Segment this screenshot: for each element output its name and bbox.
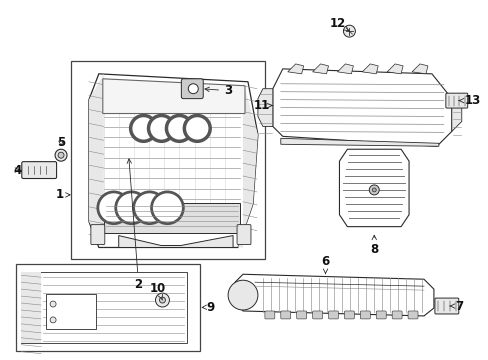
Polygon shape bbox=[272, 69, 451, 146]
FancyBboxPatch shape bbox=[22, 162, 57, 179]
Polygon shape bbox=[362, 64, 377, 74]
Bar bbox=[71, 61, 264, 260]
Circle shape bbox=[166, 116, 192, 141]
FancyBboxPatch shape bbox=[280, 311, 290, 319]
Circle shape bbox=[55, 149, 67, 161]
Circle shape bbox=[98, 192, 129, 224]
Text: 1: 1 bbox=[56, 188, 64, 201]
Polygon shape bbox=[287, 64, 303, 74]
Polygon shape bbox=[89, 74, 257, 247]
FancyBboxPatch shape bbox=[445, 93, 467, 108]
Polygon shape bbox=[411, 64, 427, 74]
FancyBboxPatch shape bbox=[407, 311, 417, 319]
FancyBboxPatch shape bbox=[181, 79, 203, 99]
FancyBboxPatch shape bbox=[391, 311, 401, 319]
Circle shape bbox=[130, 116, 156, 141]
FancyBboxPatch shape bbox=[328, 311, 338, 319]
Circle shape bbox=[148, 116, 174, 141]
Text: 12: 12 bbox=[329, 17, 348, 31]
FancyBboxPatch shape bbox=[296, 311, 306, 319]
FancyBboxPatch shape bbox=[375, 311, 386, 319]
Text: 11: 11 bbox=[253, 99, 272, 112]
Polygon shape bbox=[386, 64, 402, 74]
Text: 13: 13 bbox=[458, 94, 480, 107]
Text: 3: 3 bbox=[204, 84, 232, 97]
Text: 10: 10 bbox=[149, 282, 165, 300]
Circle shape bbox=[50, 317, 56, 323]
Polygon shape bbox=[451, 99, 461, 131]
FancyBboxPatch shape bbox=[237, 225, 250, 244]
Text: 6: 6 bbox=[321, 255, 329, 274]
Bar bbox=[16, 264, 200, 351]
FancyBboxPatch shape bbox=[434, 298, 458, 314]
Polygon shape bbox=[119, 235, 233, 247]
Circle shape bbox=[227, 280, 257, 310]
FancyBboxPatch shape bbox=[264, 311, 274, 319]
Polygon shape bbox=[102, 79, 244, 113]
Polygon shape bbox=[337, 64, 353, 74]
Circle shape bbox=[155, 293, 169, 307]
Circle shape bbox=[184, 116, 210, 141]
FancyBboxPatch shape bbox=[312, 311, 322, 319]
FancyBboxPatch shape bbox=[360, 311, 369, 319]
Text: 9: 9 bbox=[202, 301, 214, 314]
Bar bbox=[21, 272, 187, 343]
Polygon shape bbox=[257, 89, 272, 126]
Circle shape bbox=[116, 192, 147, 224]
Bar bbox=[46, 294, 96, 329]
Circle shape bbox=[188, 84, 198, 94]
Bar bbox=[103, 203, 240, 233]
Text: 4: 4 bbox=[13, 163, 21, 176]
Polygon shape bbox=[312, 64, 328, 74]
Text: 7: 7 bbox=[449, 300, 463, 312]
FancyBboxPatch shape bbox=[91, 225, 104, 244]
Polygon shape bbox=[89, 74, 103, 247]
Circle shape bbox=[371, 188, 375, 192]
Text: 5: 5 bbox=[57, 136, 65, 149]
Circle shape bbox=[151, 192, 183, 224]
Circle shape bbox=[58, 152, 64, 158]
Circle shape bbox=[133, 192, 165, 224]
Polygon shape bbox=[21, 272, 41, 343]
Polygon shape bbox=[238, 82, 257, 247]
Text: 8: 8 bbox=[369, 235, 378, 256]
Circle shape bbox=[50, 301, 56, 307]
Text: 2: 2 bbox=[127, 159, 142, 291]
FancyBboxPatch shape bbox=[344, 311, 354, 319]
Circle shape bbox=[159, 297, 165, 303]
Polygon shape bbox=[235, 274, 433, 316]
Polygon shape bbox=[339, 149, 408, 227]
Polygon shape bbox=[280, 138, 438, 146]
Circle shape bbox=[343, 25, 355, 37]
Circle shape bbox=[368, 185, 379, 195]
